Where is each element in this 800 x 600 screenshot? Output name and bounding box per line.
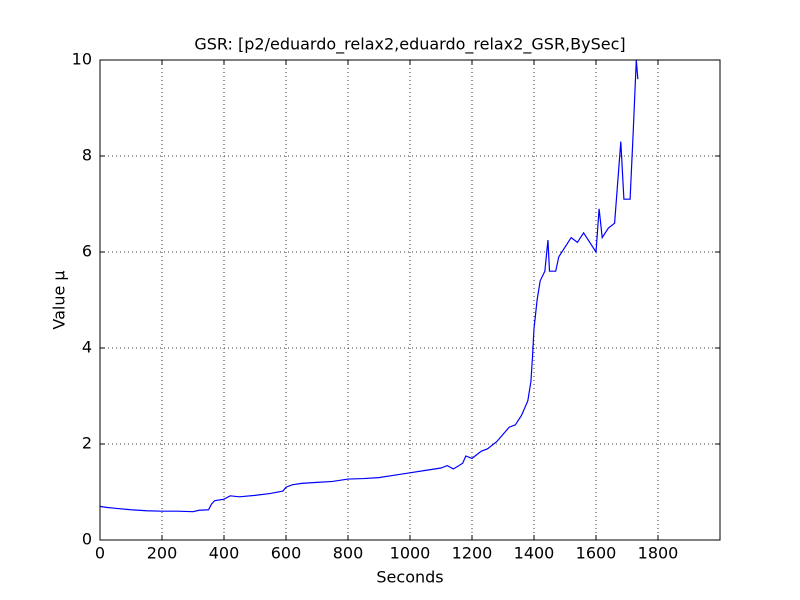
- y-axis-label: Value μ: [50, 270, 69, 329]
- x-tick-label: 600: [271, 544, 302, 563]
- x-tick-label: 1000: [390, 544, 431, 563]
- x-axis-label: Seconds: [376, 568, 443, 587]
- plot-frame: [99, 59, 721, 541]
- chart-title: GSR: [p2/eduardo_relax2,eduardo_relax2_G…: [194, 35, 625, 55]
- data-line: [100, 60, 639, 513]
- x-tick-label: 800: [333, 544, 364, 563]
- y-tick-label: 6: [82, 242, 92, 261]
- y-tick-label: 10: [72, 50, 92, 69]
- y-tick-label: 8: [82, 146, 92, 165]
- x-tick-label: 1400: [514, 544, 555, 563]
- x-tick-label: 1600: [576, 544, 617, 563]
- y-tick-label: 2: [82, 434, 92, 453]
- y-tick-label: 4: [82, 338, 92, 357]
- x-tick-label: 0: [95, 544, 105, 563]
- x-tick-label: 400: [209, 544, 240, 563]
- y-tick-label: 0: [82, 530, 92, 549]
- x-tick-label: 200: [147, 544, 178, 563]
- x-tick-label: 1800: [638, 544, 679, 563]
- x-tick-label: 1200: [452, 544, 493, 563]
